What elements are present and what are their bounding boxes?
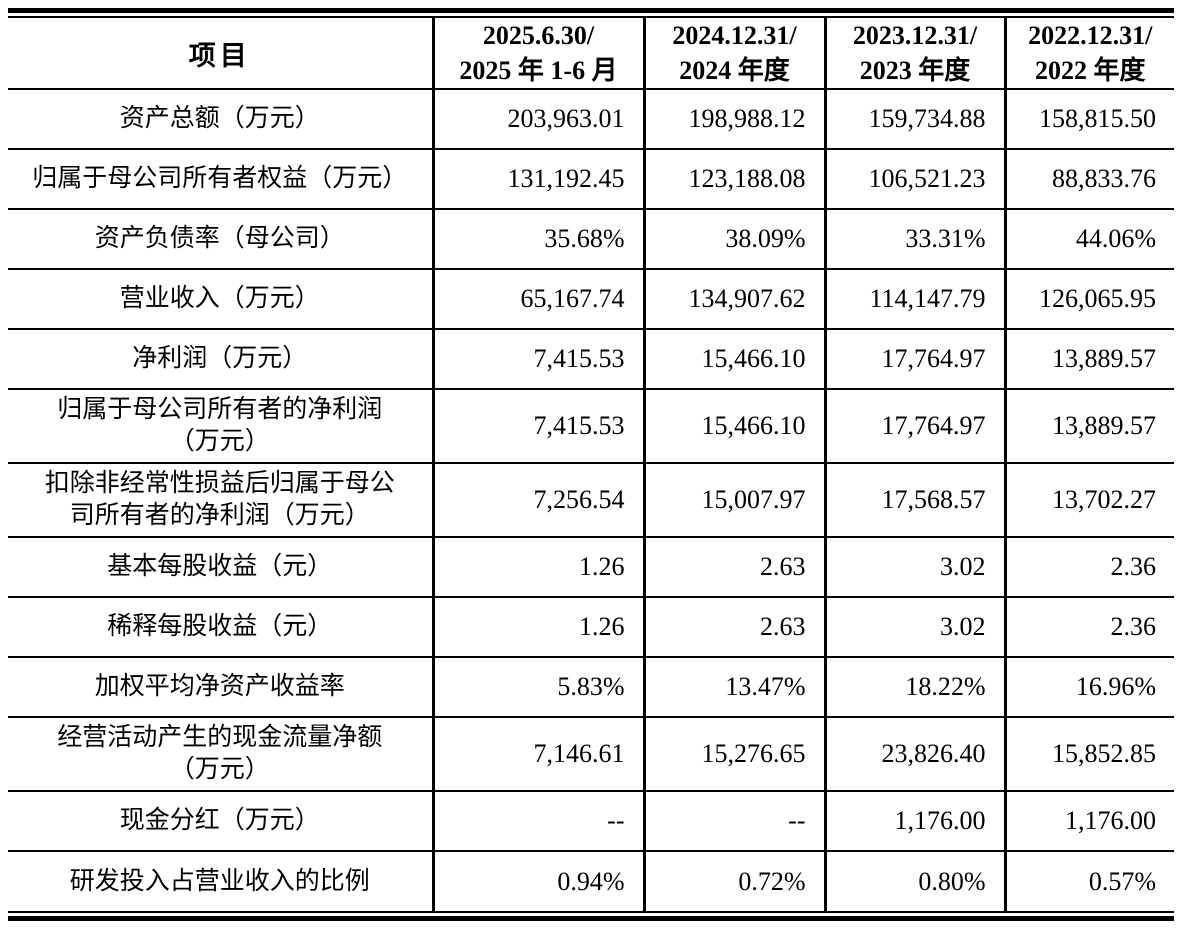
- value-cell-2025h1: 7,415.53: [431, 388, 644, 464]
- value-cell-2024: 15,466.10: [642, 388, 825, 464]
- header-period-2022: 2022.12.31/ 2022 年度: [1003, 18, 1174, 90]
- top-thin-rule: [8, 16, 1174, 18]
- value-cell-2023: 1,176.00: [823, 790, 1005, 852]
- value-cell-2023: 18.22%: [823, 656, 1005, 718]
- table-row: 归属于母公司所有者的净利润 （万元） 7,415.53 15,466.10 17…: [8, 388, 1174, 464]
- row-label: 现金分红（万元）: [8, 790, 433, 852]
- value-cell-2023: 3.02: [823, 536, 1005, 598]
- value-cell-2022: 13,889.57: [1003, 328, 1174, 390]
- table-row: 加权平均净资产收益率 5.83% 13.47% 18.22% 16.96%: [8, 656, 1174, 718]
- value-cell-2023: 3.02: [823, 596, 1005, 658]
- table-row: 归属于母公司所有者权益（万元） 131,192.45 123,188.08 10…: [8, 148, 1174, 210]
- value-cell-2025h1: 65,167.74: [431, 268, 644, 330]
- value-cell-2025h1: 7,415.53: [431, 328, 644, 390]
- value-cell-2025h1: 203,963.01: [431, 88, 644, 150]
- value-cell-2025h1: 0.94%: [431, 850, 644, 912]
- header-row: 项目 2025.6.30/ 2025 年 1-6 月 2024.12.31/ 2…: [8, 18, 1174, 90]
- value-cell-2022: 2.36: [1003, 536, 1174, 598]
- value-cell-2023: 17,764.97: [823, 388, 1005, 464]
- row-label: 资产总额（万元）: [8, 88, 433, 150]
- header-period-2023: 2023.12.31/ 2023 年度: [823, 18, 1005, 90]
- table-row: 稀释每股收益（元） 1.26 2.63 3.02 2.36: [8, 596, 1174, 658]
- header-period-2025h1: 2025.6.30/ 2025 年 1-6 月: [431, 18, 644, 90]
- value-cell-2024: 123,188.08: [642, 148, 825, 210]
- value-cell-2024: 15,007.97: [642, 462, 825, 538]
- header-period-2024: 2024.12.31/ 2024 年度: [642, 18, 825, 90]
- bottom-thick-rule: [8, 916, 1174, 922]
- value-cell-2025h1: 1.26: [431, 536, 644, 598]
- value-cell-2024: 2.63: [642, 536, 825, 598]
- value-cell-2025h1: 5.83%: [431, 656, 644, 718]
- table-row: 扣除非经常性损益后归属于母公 司所有者的净利润（万元） 7,256.54 15,…: [8, 462, 1174, 538]
- row-label: 归属于母公司所有者权益（万元）: [8, 148, 433, 210]
- table-row: 经营活动产生的现金流量净额 （万元） 7,146.61 15,276.65 23…: [8, 716, 1174, 792]
- value-cell-2023: 33.31%: [823, 208, 1005, 270]
- value-cell-2022: 2.36: [1003, 596, 1174, 658]
- table-row: 研发投入占营业收入的比例 0.94% 0.72% 0.80% 0.57%: [8, 850, 1174, 912]
- top-thick-rule: [8, 8, 1174, 13]
- row-label: 扣除非经常性损益后归属于母公 司所有者的净利润（万元）: [8, 462, 433, 538]
- value-cell-2022: 44.06%: [1003, 208, 1174, 270]
- table-row: 资产总额（万元） 203,963.01 198,988.12 159,734.8…: [8, 88, 1174, 150]
- value-cell-2025h1: --: [431, 790, 644, 852]
- row-label: 研发投入占营业收入的比例: [8, 850, 433, 912]
- value-cell-2022: 15,852.85: [1003, 716, 1174, 792]
- bottom-thin-rule: [8, 911, 1174, 914]
- table-row: 基本每股收益（元） 1.26 2.63 3.02 2.36: [8, 536, 1174, 598]
- value-cell-2025h1: 1.26: [431, 596, 644, 658]
- value-cell-2024: 13.47%: [642, 656, 825, 718]
- table-row: 净利润（万元） 7,415.53 15,466.10 17,764.97 13,…: [8, 328, 1174, 390]
- value-cell-2023: 23,826.40: [823, 716, 1005, 792]
- value-cell-2022: 13,889.57: [1003, 388, 1174, 464]
- value-cell-2025h1: 7,146.61: [431, 716, 644, 792]
- value-cell-2024: 15,466.10: [642, 328, 825, 390]
- value-cell-2025h1: 7,256.54: [431, 462, 644, 538]
- value-cell-2024: 38.09%: [642, 208, 825, 270]
- value-cell-2022: 158,815.50: [1003, 88, 1174, 150]
- row-label: 归属于母公司所有者的净利润 （万元）: [8, 388, 433, 464]
- value-cell-2023: 159,734.88: [823, 88, 1005, 150]
- value-cell-2024: 2.63: [642, 596, 825, 658]
- value-cell-2024: 15,276.65: [642, 716, 825, 792]
- value-cell-2024: 0.72%: [642, 850, 825, 912]
- table-row: 营业收入（万元） 65,167.74 134,907.62 114,147.79…: [8, 268, 1174, 330]
- row-label: 稀释每股收益（元）: [8, 596, 433, 658]
- value-cell-2023: 0.80%: [823, 850, 1005, 912]
- row-label: 营业收入（万元）: [8, 268, 433, 330]
- value-cell-2023: 114,147.79: [823, 268, 1005, 330]
- value-cell-2024: --: [642, 790, 825, 852]
- table-row: 资产负债率（母公司） 35.68% 38.09% 33.31% 44.06%: [8, 208, 1174, 270]
- table-row: 现金分红（万元） -- -- 1,176.00 1,176.00: [8, 790, 1174, 852]
- row-label: 净利润（万元）: [8, 328, 433, 390]
- value-cell-2022: 16.96%: [1003, 656, 1174, 718]
- value-cell-2022: 13,702.27: [1003, 462, 1174, 538]
- value-cell-2022: 88,833.76: [1003, 148, 1174, 210]
- table-body: 资产总额（万元） 203,963.01 198,988.12 159,734.8…: [8, 88, 1174, 912]
- value-cell-2023: 17,764.97: [823, 328, 1005, 390]
- header-item-column: 项目: [188, 40, 251, 71]
- row-label: 基本每股收益（元）: [8, 536, 433, 598]
- row-label: 经营活动产生的现金流量净额 （万元）: [8, 716, 433, 792]
- value-cell-2023: 106,521.23: [823, 148, 1005, 210]
- value-cell-2024: 134,907.62: [642, 268, 825, 330]
- value-cell-2025h1: 35.68%: [431, 208, 644, 270]
- value-cell-2025h1: 131,192.45: [431, 148, 644, 210]
- value-cell-2022: 1,176.00: [1003, 790, 1174, 852]
- table-header: 项目 2025.6.30/ 2025 年 1-6 月 2024.12.31/ 2…: [8, 18, 1174, 90]
- value-cell-2024: 198,988.12: [642, 88, 825, 150]
- financial-summary-table: 项目 2025.6.30/ 2025 年 1-6 月 2024.12.31/ 2…: [8, 18, 1174, 912]
- value-cell-2022: 126,065.95: [1003, 268, 1174, 330]
- row-label: 加权平均净资产收益率: [8, 656, 433, 718]
- value-cell-2022: 0.57%: [1003, 850, 1174, 912]
- row-label: 资产负债率（母公司）: [8, 208, 433, 270]
- value-cell-2023: 17,568.57: [823, 462, 1005, 538]
